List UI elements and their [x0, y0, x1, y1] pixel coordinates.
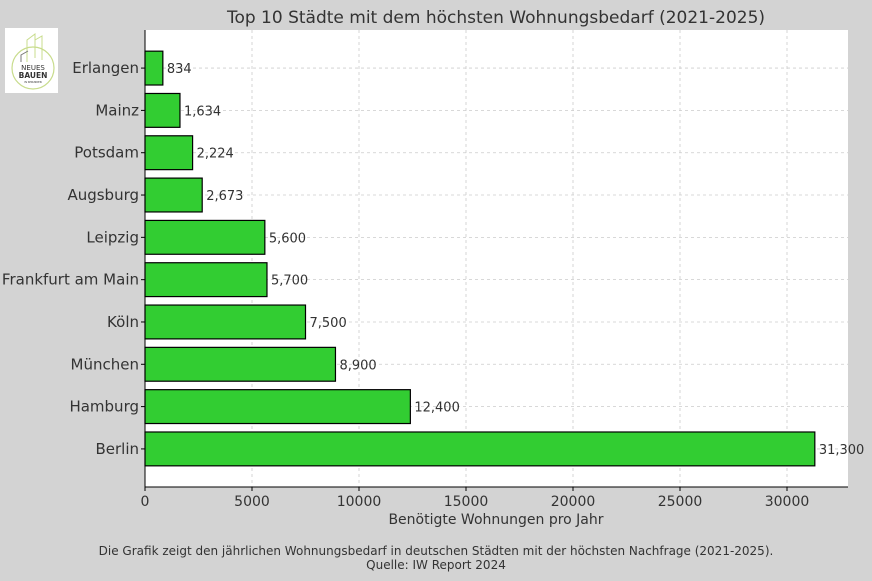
y-tick-label: Leipzig [86, 228, 139, 246]
data-label: 2,224 [197, 147, 234, 162]
y-tick-label: Mainz [95, 101, 139, 119]
x-ticks: 0 5000 10000 15000 20000 25000 30000 [141, 487, 810, 510]
bar [144, 304, 307, 340]
logo-line2: BAUEN [19, 71, 48, 80]
logo: NEUES BAUEN IN SEKUNDEN [5, 28, 58, 93]
x-tick-label: 0 [141, 494, 150, 510]
y-tick-label: Berlin [95, 440, 139, 458]
x-tick-label: 25000 [658, 494, 703, 510]
data-label: 12,400 [414, 401, 460, 416]
bar [144, 431, 816, 467]
x-tick-label: 5000 [234, 494, 270, 510]
data-label: 5,600 [269, 231, 306, 246]
data-label: 7,500 [310, 316, 347, 331]
y-tick-label: Köln [107, 313, 139, 331]
bar [144, 346, 337, 382]
source: Quelle: IW Report 2024 [366, 558, 506, 572]
data-label: 5,700 [271, 274, 308, 289]
y-tick-label: Potsdam [74, 144, 139, 162]
y-tick-label: Erlangen [72, 59, 139, 77]
bar [144, 219, 266, 255]
y-tick-label: München [71, 355, 139, 373]
x-axis-label: Benötigte Wohnungen pro Jahr [388, 512, 603, 528]
y-tick-label: Frankfurt am Main [2, 271, 139, 289]
x-tick-label: 30000 [765, 494, 810, 510]
y-tick-labels: Berlin Hamburg München Köln Frankfurt am Mai… [2, 59, 145, 458]
data-label: 31,300 [819, 443, 865, 458]
logo-line1: NEUES [21, 64, 45, 72]
bar [144, 135, 194, 171]
x-tick-label: 15000 [444, 494, 489, 510]
data-label: 1,634 [184, 104, 221, 119]
logo-line3: IN SEKUNDEN [24, 80, 41, 84]
bar [144, 389, 411, 425]
y-tick-label: Augsburg [67, 186, 139, 204]
chart-title: Top 10 Städte mit dem höchsten Wohnungsb… [226, 8, 765, 28]
bar [144, 50, 164, 86]
y-tick-label: Hamburg [69, 398, 139, 416]
data-label: 2,673 [206, 189, 243, 204]
x-tick-label: 10000 [337, 494, 382, 510]
bar [144, 177, 203, 213]
data-label: 834 [167, 62, 192, 77]
data-label: 8,900 [339, 358, 376, 373]
caption: Die Grafik zeigt den jährlichen Wohnungs… [99, 544, 774, 558]
x-tick-label: 20000 [551, 494, 596, 510]
bar [144, 92, 181, 128]
bar [144, 262, 268, 298]
